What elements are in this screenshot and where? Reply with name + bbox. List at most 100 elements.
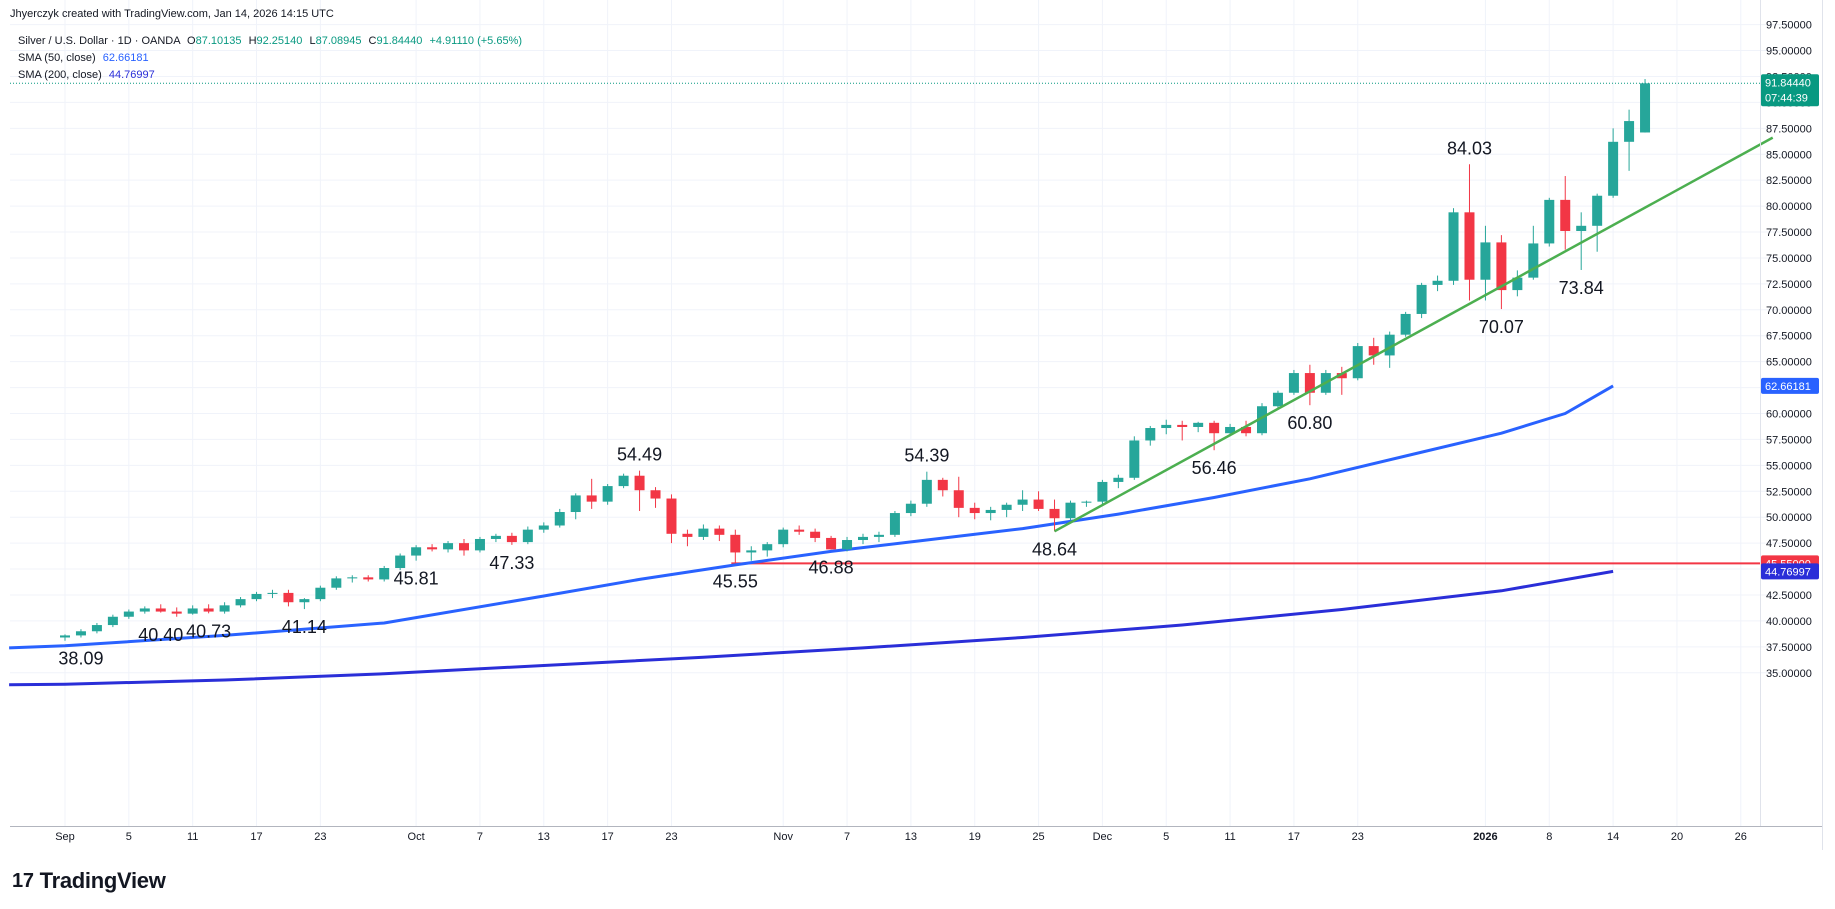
candle-up — [905, 503, 916, 514]
low-label: L — [309, 35, 316, 47]
support-trendline — [1053, 136, 1774, 533]
price-annotation: 40.40 — [138, 625, 183, 645]
candle-up — [187, 608, 198, 614]
trendline-layer — [1053, 136, 1774, 533]
candle-down — [953, 490, 964, 508]
candle-down — [1336, 373, 1347, 379]
candle-down — [1464, 212, 1475, 280]
x-tick-label: Nov — [773, 831, 793, 843]
sma50-legend[interactable]: SMA (50, close) 62.66181 — [18, 52, 149, 64]
sma50-label: SMA (50, close) — [18, 52, 96, 64]
candle-down — [1496, 242, 1507, 291]
candle-up — [858, 536, 868, 541]
y-tick-label: 35.00000 — [1766, 668, 1812, 680]
candle-up — [60, 635, 70, 638]
candle-down — [427, 547, 438, 550]
candle-up — [746, 550, 757, 553]
y-tick-label: 80.00000 — [1766, 201, 1812, 213]
candle-up — [1225, 426, 1236, 434]
price-tag-sma50 — [1761, 377, 1819, 394]
y-tick-label: 72.50000 — [1766, 279, 1812, 291]
candle-up — [1193, 422, 1204, 427]
close-value: 91.84440 — [376, 35, 423, 47]
tradingview-logo[interactable]: 17 TradingView — [12, 868, 166, 894]
y-tick-label: 70.00000 — [1766, 305, 1812, 317]
candle-up — [1544, 199, 1555, 244]
candle-up — [1576, 225, 1587, 231]
candle-down — [969, 507, 980, 514]
candle-up — [570, 495, 581, 513]
low-value: 87.08945 — [315, 35, 362, 47]
candle-up — [490, 535, 501, 539]
x-tick-label: 17 — [602, 831, 614, 843]
candles — [60, 79, 1651, 641]
candle-down — [826, 537, 837, 550]
price-annotation: 54.49 — [617, 445, 662, 465]
y-tick-label: 37.50000 — [1766, 642, 1812, 654]
candle-up — [618, 475, 629, 487]
candle-up — [778, 529, 789, 545]
y-tick-label: 82.50000 — [1766, 175, 1812, 187]
candle-up — [1512, 277, 1523, 291]
y-tick-label: 85.00000 — [1766, 149, 1812, 161]
sma50-line — [9, 384, 1614, 650]
x-tick-label: 2026 — [1473, 831, 1497, 843]
candle-up — [395, 555, 406, 569]
y-tick-label: 47.50000 — [1766, 538, 1812, 550]
y-tick-label: 40.00000 — [1766, 616, 1812, 628]
candle-up — [873, 534, 884, 537]
candle-up — [889, 513, 900, 535]
candle-up — [1065, 502, 1076, 519]
candle-down — [682, 533, 693, 537]
symbol-legend[interactable]: Silver / U.S. Dollar · 1D · OANDA O87.10… — [18, 35, 522, 47]
candle-up — [379, 568, 390, 580]
candle-up — [123, 611, 134, 617]
price-annotation: 84.03 — [1447, 138, 1492, 158]
candle-up — [1400, 313, 1411, 335]
price-annotation: 48.64 — [1032, 539, 1077, 559]
price-tag-countdown: 07:44:39 — [1765, 92, 1808, 104]
y-tick-label: 97.50000 — [1766, 20, 1812, 32]
sma200-label: SMA (200, close) — [18, 69, 102, 81]
candle-down — [1368, 346, 1379, 356]
y-tick-label: 50.00000 — [1766, 512, 1812, 524]
sma200-legend[interactable]: SMA (200, close) 44.76997 — [18, 69, 155, 81]
price-annotation: 46.88 — [809, 558, 854, 578]
price-tag-last-value: 91.84440 — [1765, 77, 1811, 89]
open-value: 87.10135 — [195, 35, 242, 47]
candle-down — [1560, 199, 1571, 231]
price-tag-sma200-value: 44.76997 — [1765, 566, 1811, 578]
x-tick-label: 5 — [1163, 831, 1169, 843]
candle-up — [1640, 83, 1651, 133]
x-tick-label: 13 — [538, 831, 550, 843]
price-tag-sma200 — [1761, 563, 1819, 580]
x-tick-label: 23 — [314, 831, 326, 843]
tradingview-logo-text: TradingView — [39, 868, 166, 893]
price-annotation: 47.33 — [489, 553, 534, 573]
candle-down — [1241, 426, 1252, 434]
candle-up — [267, 592, 278, 594]
price-annotation: 70.07 — [1479, 317, 1524, 337]
candle-up — [107, 616, 118, 626]
candle-up — [762, 544, 773, 551]
candle-up — [411, 547, 422, 556]
y-tick-label: 65.00000 — [1766, 357, 1812, 369]
candle-up — [842, 540, 853, 550]
x-tick-label: 23 — [665, 831, 677, 843]
candle-up — [1608, 141, 1619, 196]
x-tick-label: Sep — [55, 831, 75, 843]
change-value: +4.91110 (+5.65%) — [429, 35, 523, 47]
candle-up — [219, 605, 230, 612]
candle-up — [1097, 481, 1108, 502]
x-tick-label: 17 — [250, 831, 262, 843]
candle-down — [155, 608, 166, 612]
candle-up — [75, 631, 86, 636]
x-tick-label: 20 — [1671, 831, 1683, 843]
price-annotation: 38.09 — [58, 649, 103, 669]
candle-up — [1113, 477, 1124, 482]
x-tick-label: 8 — [1546, 831, 1552, 843]
candle-down — [1304, 373, 1315, 393]
candle-up — [985, 509, 996, 514]
